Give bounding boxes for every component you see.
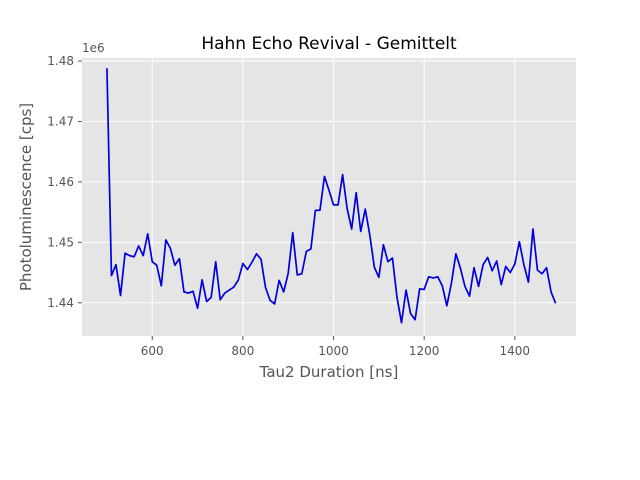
x-tick-label: 1400 bbox=[500, 344, 531, 358]
x-tick-label: 1200 bbox=[409, 344, 440, 358]
x-tick-label: 1000 bbox=[318, 344, 349, 358]
y-tick-label: 1.48 bbox=[47, 54, 74, 68]
y-tick-label: 1.44 bbox=[47, 296, 74, 310]
chart-title: Hahn Echo Revival - Gemittelt bbox=[201, 34, 457, 54]
x-axis-label: Tau2 Duration [ns] bbox=[259, 363, 399, 381]
x-tick-label: 600 bbox=[141, 344, 164, 358]
axis-ticks: 600 800 1000 1200 1400 1.44 1.45 1.46 1.47 1.48 bbox=[47, 54, 530, 358]
series-line bbox=[106, 68, 557, 324]
gridlines bbox=[82, 58, 576, 336]
y-offset-label: 1e6 bbox=[82, 41, 105, 55]
y-tick-label: 1.46 bbox=[47, 175, 74, 189]
y-tick-label: 1.47 bbox=[47, 114, 74, 128]
x-tick-label: 800 bbox=[231, 344, 254, 358]
y-axis-label: Photoluminescence [cps] bbox=[17, 103, 35, 291]
plot-area bbox=[82, 58, 576, 336]
y-tick-label: 1.45 bbox=[47, 235, 74, 249]
